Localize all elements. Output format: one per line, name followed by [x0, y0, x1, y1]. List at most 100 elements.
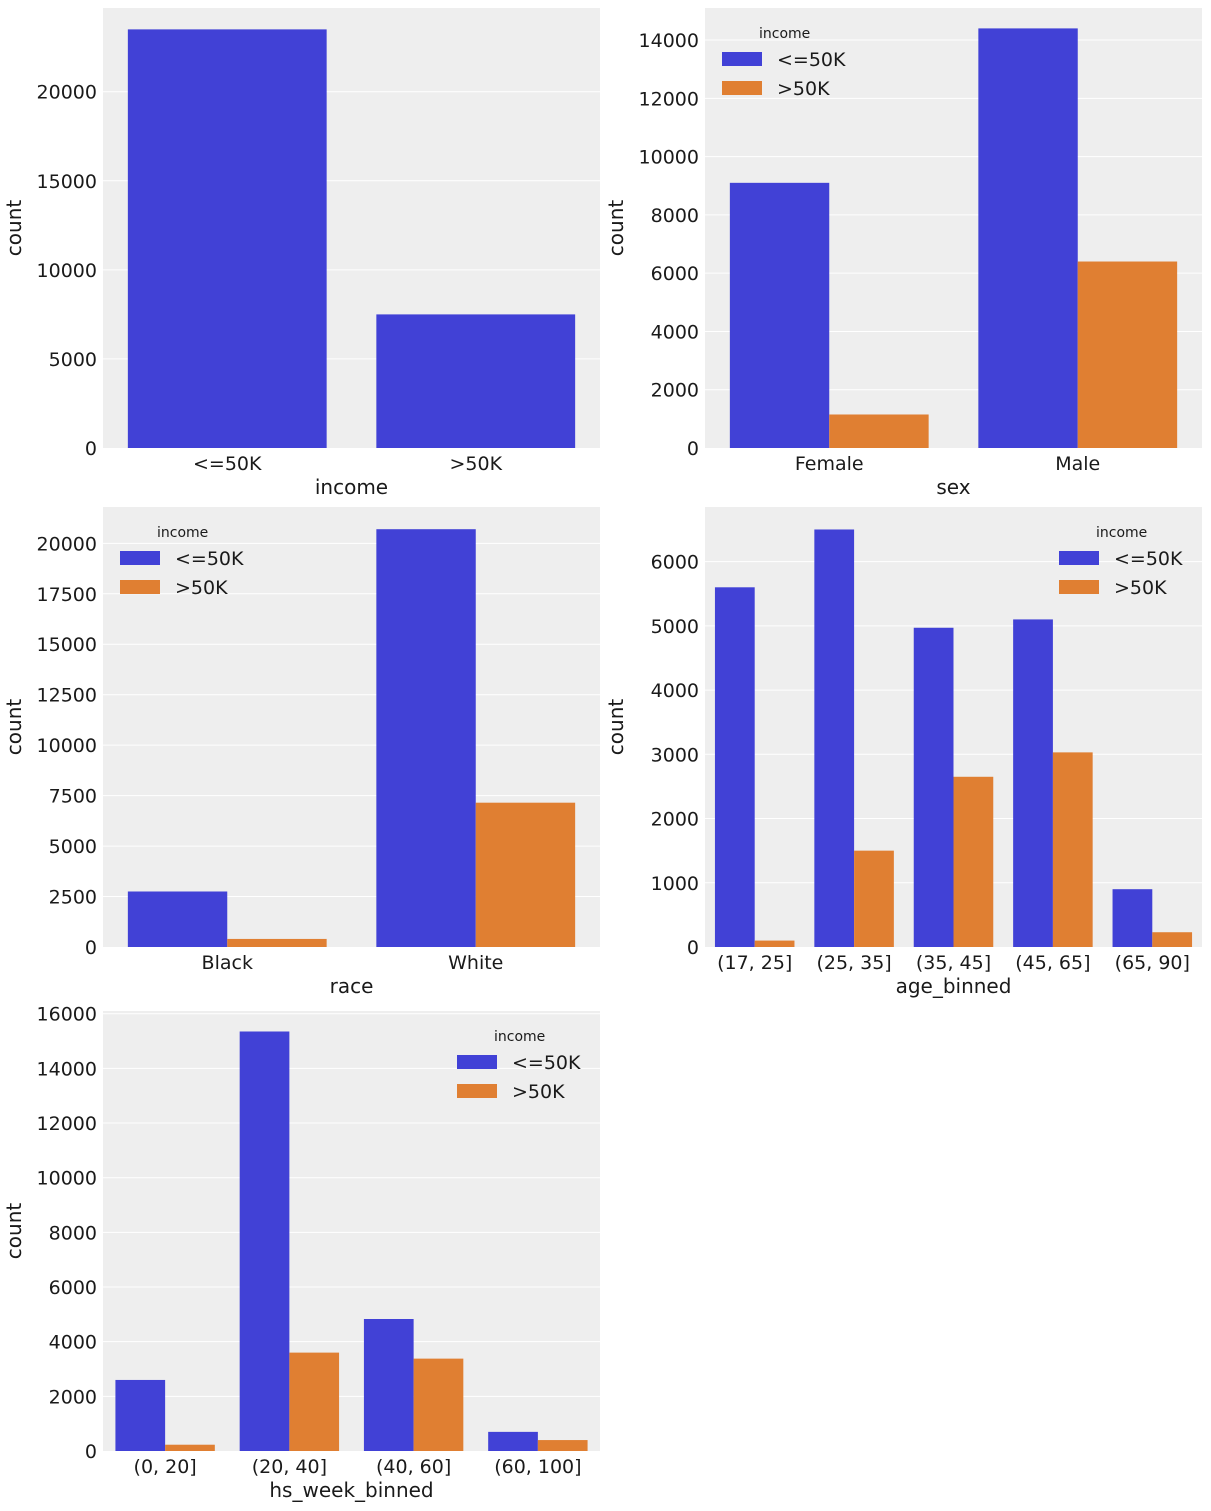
legend-swatch-le50k — [1059, 551, 1099, 565]
legend: income <=50K >50K — [120, 525, 244, 599]
legend-label: >50K — [512, 1081, 565, 1103]
y-tick-label: 8000 — [49, 1222, 97, 1244]
bar-le50k-1 — [239, 1031, 290, 1451]
legend-swatch-gt50k — [1059, 580, 1099, 594]
legend-swatch-le50k — [722, 52, 762, 66]
x-tick-label: (35, 45] — [916, 952, 991, 974]
y-tick-label: 12000 — [639, 88, 699, 110]
legend-label: >50K — [175, 577, 228, 599]
y-tick-label: 0 — [85, 1441, 97, 1463]
y-axis-label: count — [604, 200, 628, 257]
bar-le50k-0 — [115, 1379, 166, 1451]
legend-label: >50K — [1114, 577, 1167, 599]
bar-le50k-4 — [1112, 889, 1153, 947]
bar-gt50k-4 — [1152, 932, 1193, 947]
bar-count-1 — [376, 314, 576, 448]
bar-gt50k-0 — [227, 938, 327, 947]
y-tick-label: 10000 — [639, 147, 699, 169]
y-tick-label: 14000 — [37, 1058, 97, 1080]
legend-label: <=50K — [512, 1052, 581, 1074]
x-axis-label: age_binned — [896, 974, 1012, 998]
bar-le50k-1 — [978, 28, 1078, 449]
y-tick-label: 14000 — [639, 30, 699, 52]
legend-title: income — [1096, 525, 1147, 541]
y-axis-label: count — [604, 699, 628, 756]
legend-label: >50K — [777, 78, 830, 100]
bar-gt50k-0 — [165, 1444, 215, 1451]
x-axis-label: sex — [936, 475, 970, 499]
bar-gt50k-1 — [1077, 261, 1178, 448]
bar-gt50k-3 — [537, 1440, 588, 1451]
legend-title: income — [157, 525, 208, 541]
x-axis-label: income — [315, 475, 388, 499]
bar-gt50k-0 — [754, 940, 795, 947]
bar-le50k-0 — [127, 891, 228, 947]
bar-le50k-3 — [1013, 619, 1053, 947]
legend-swatch-le50k — [120, 551, 160, 565]
y-tick-label: 10000 — [37, 1168, 97, 1190]
chart-panel-5: 0 2000 4000 6000 8000 10000 12000 14000 16000 (0,… — [2, 1004, 600, 1502]
y-tick-label: 4000 — [49, 1332, 97, 1354]
bar-gt50k-1 — [475, 802, 576, 947]
y-tick-label: 6000 — [651, 552, 699, 574]
legend: income <=50K >50K — [722, 26, 846, 100]
legend-label: <=50K — [777, 49, 846, 71]
bar-count-0 — [127, 29, 327, 448]
y-tick-label: 0 — [85, 438, 97, 460]
legend-swatch-gt50k — [120, 580, 160, 594]
legend-label: <=50K — [1114, 548, 1183, 570]
y-tick-label: 2000 — [49, 1386, 97, 1408]
legend-swatch-gt50k — [457, 1084, 497, 1098]
legend-title: income — [759, 26, 810, 42]
x-tick-label: (20, 40] — [252, 1456, 327, 1478]
x-tick-label: (17, 25] — [717, 952, 792, 974]
chart-panel-3: 0 2500 5000 7500 10000 12500 15000 17500 20000 Bl… — [2, 507, 600, 998]
y-tick-label: 0 — [85, 937, 97, 959]
bar-le50k-1 — [814, 529, 855, 947]
y-tick-label: 10000 — [37, 260, 97, 282]
y-tick-label: 5000 — [49, 836, 97, 858]
y-tick-label: 20000 — [37, 82, 97, 104]
legend-swatch-le50k — [457, 1055, 497, 1069]
bar-le50k-0 — [714, 587, 755, 947]
x-tick-label: >50K — [449, 453, 502, 475]
y-tick-label: 2000 — [651, 380, 699, 402]
bar-le50k-2 — [363, 1319, 414, 1451]
y-tick-label: 5000 — [651, 616, 699, 638]
y-tick-label: 20000 — [37, 533, 97, 555]
x-tick-label: (65, 90] — [1115, 952, 1190, 974]
x-tick-label: (45, 65] — [1015, 952, 1090, 974]
y-tick-label: 15000 — [37, 634, 97, 656]
x-tick-label: Black — [202, 952, 253, 974]
plot-area — [103, 1011, 600, 1451]
bar-le50k-0 — [729, 182, 830, 448]
y-tick-label: 15000 — [37, 171, 97, 193]
legend: income <=50K >50K — [1059, 525, 1183, 599]
x-tick-label: Female — [795, 453, 864, 475]
y-tick-label: 7500 — [49, 786, 97, 808]
x-axis-label: hs_week_binned — [269, 1478, 433, 1502]
chart-panel-4: 0 1000 2000 3000 4000 5000 6000 (17, 25] (25, 35… — [604, 507, 1202, 998]
bar-gt50k-2 — [953, 776, 994, 947]
y-tick-label: 3000 — [651, 744, 699, 766]
bar-gt50k-1 — [854, 850, 894, 947]
bar-gt50k-0 — [829, 414, 929, 448]
x-tick-label: White — [448, 952, 503, 974]
bar-le50k-2 — [913, 627, 954, 947]
y-tick-label: 8000 — [651, 205, 699, 227]
chart-panel-1: 0 5000 10000 15000 20000 <=50K >50K income count — [2, 8, 600, 499]
x-tick-label: (60, 100] — [494, 1456, 581, 1478]
y-tick-label: 2000 — [651, 809, 699, 831]
y-tick-label: 2500 — [49, 887, 97, 909]
legend-swatch-gt50k — [722, 81, 762, 95]
bar-le50k-3 — [488, 1431, 538, 1451]
y-tick-label: 0 — [687, 937, 699, 959]
y-tick-label: 0 — [687, 438, 699, 460]
y-axis-label: count — [2, 1203, 26, 1260]
chart-panel-2: 0 2000 4000 6000 8000 10000 12000 14000 Female Ma… — [604, 8, 1202, 499]
x-tick-label: Male — [1055, 453, 1100, 475]
x-tick-label: (25, 35] — [816, 952, 891, 974]
bar-gt50k-3 — [1052, 752, 1093, 947]
legend: income <=50K >50K — [457, 1029, 581, 1103]
y-tick-label: 6000 — [49, 1277, 97, 1299]
